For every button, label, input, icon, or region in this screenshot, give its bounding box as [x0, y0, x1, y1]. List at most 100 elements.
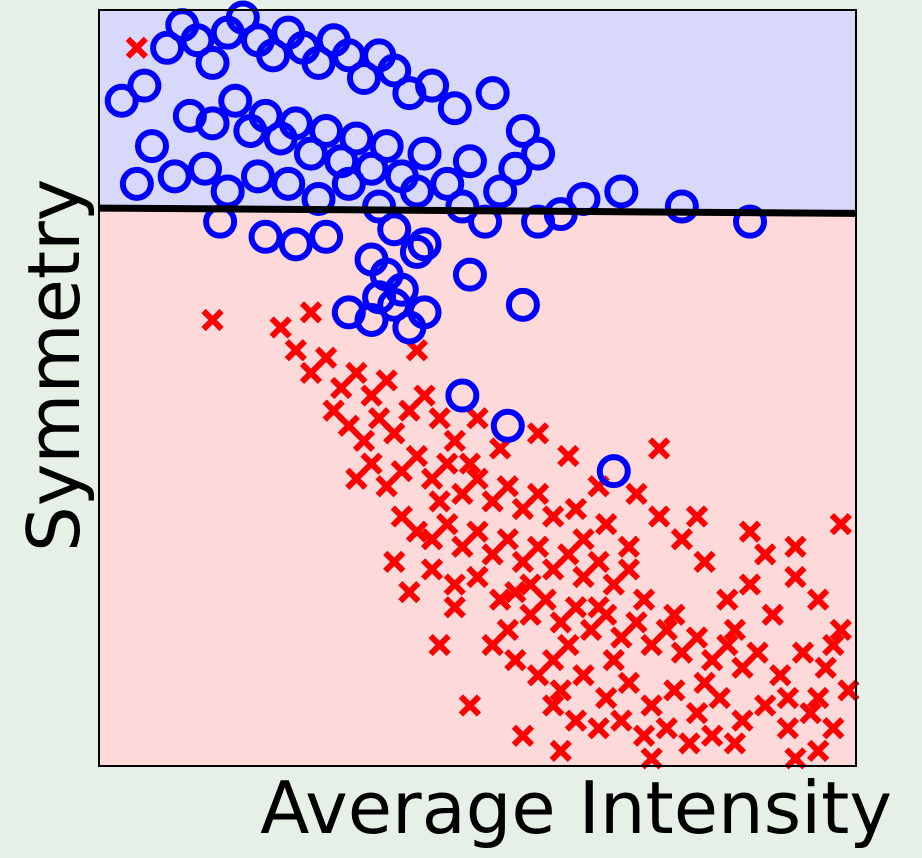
cross-point — [829, 512, 852, 536]
cross-point — [330, 376, 353, 400]
cross-point — [602, 649, 625, 672]
cross-point — [587, 596, 610, 619]
cross-point — [685, 505, 709, 528]
cross-point — [405, 520, 429, 543]
circle-point — [354, 302, 389, 337]
circle-point — [407, 227, 442, 262]
cross-point — [534, 588, 557, 611]
cross-point — [572, 565, 595, 589]
cross-point — [352, 429, 376, 453]
circle-point — [180, 23, 215, 58]
cross-point — [655, 717, 678, 740]
circle-point — [195, 45, 230, 80]
region-below-boundary — [99, 210, 856, 767]
circle-point — [377, 53, 412, 88]
circle-point — [596, 454, 631, 489]
cross-point — [617, 558, 641, 581]
cross-point — [822, 633, 845, 657]
circle-point — [377, 287, 412, 322]
circle-point — [187, 151, 222, 186]
cross-point — [466, 565, 489, 589]
circle-point — [399, 234, 434, 269]
cross-point — [436, 452, 459, 475]
cross-point — [549, 679, 572, 702]
circle-point — [475, 76, 510, 111]
cross-point — [784, 535, 807, 558]
plot-frame — [98, 9, 857, 767]
cross-point — [625, 611, 648, 634]
cross-point — [428, 490, 451, 513]
cross-point — [428, 633, 451, 657]
cross-point — [504, 580, 527, 604]
circle-point — [293, 136, 328, 171]
cross-point — [398, 580, 421, 604]
cross-point — [383, 550, 406, 574]
cross-point — [269, 316, 292, 339]
circle-point — [377, 212, 412, 247]
cross-point — [542, 694, 565, 717]
circle-point — [309, 219, 344, 254]
circle-point — [157, 159, 192, 194]
cross-point — [761, 603, 784, 626]
cross-point — [413, 384, 436, 407]
cross-point — [511, 497, 535, 521]
circle-point — [195, 106, 230, 141]
cross-point — [617, 671, 641, 694]
cross-point — [617, 535, 641, 558]
cross-point — [572, 528, 595, 551]
cross-point — [655, 618, 678, 642]
circle-point — [339, 121, 374, 156]
circle-point — [452, 144, 487, 179]
cross-point — [648, 505, 671, 528]
cross-point — [716, 588, 739, 611]
cross-point — [496, 618, 519, 642]
cross-point — [701, 649, 724, 672]
cross-point — [610, 626, 633, 649]
cross-point — [443, 573, 466, 596]
cross-point — [299, 301, 323, 324]
circle-point — [278, 106, 313, 141]
circle-point — [664, 189, 699, 224]
circle-point — [483, 174, 518, 209]
cross-point — [837, 679, 860, 702]
cross-point — [807, 739, 830, 763]
cross-point — [738, 573, 762, 596]
circle-point — [498, 151, 533, 186]
cross-point — [685, 701, 709, 725]
circle-point — [225, 0, 260, 35]
cross-point — [526, 482, 550, 505]
cross-point — [640, 633, 663, 657]
cross-point — [443, 596, 466, 619]
cross-point — [466, 407, 489, 430]
cross-point — [519, 573, 542, 596]
cross-point — [481, 543, 504, 566]
cross-point — [367, 407, 391, 430]
cross-point — [754, 694, 777, 717]
cross-point — [632, 588, 656, 611]
cross-point — [542, 505, 565, 528]
cross-point — [557, 543, 580, 566]
cross-point — [451, 535, 474, 558]
cross-point — [337, 414, 360, 437]
cross-point — [526, 535, 550, 558]
circle-point — [505, 287, 540, 322]
cross-point — [511, 724, 535, 747]
cross-point — [814, 656, 837, 679]
circle-point — [521, 136, 556, 171]
cross-point — [807, 588, 830, 611]
circle-point — [407, 295, 442, 330]
cross-point — [489, 588, 512, 611]
cross-point — [784, 747, 807, 770]
circle-point — [104, 83, 139, 118]
circle-point — [733, 204, 768, 239]
circle-point — [415, 68, 450, 103]
cross-point — [640, 747, 663, 770]
circle-point — [445, 189, 480, 224]
circle-point — [248, 98, 283, 133]
circle-point — [437, 91, 472, 126]
cross-point — [693, 671, 716, 694]
cross-point — [731, 709, 754, 732]
cross-point — [125, 36, 148, 59]
